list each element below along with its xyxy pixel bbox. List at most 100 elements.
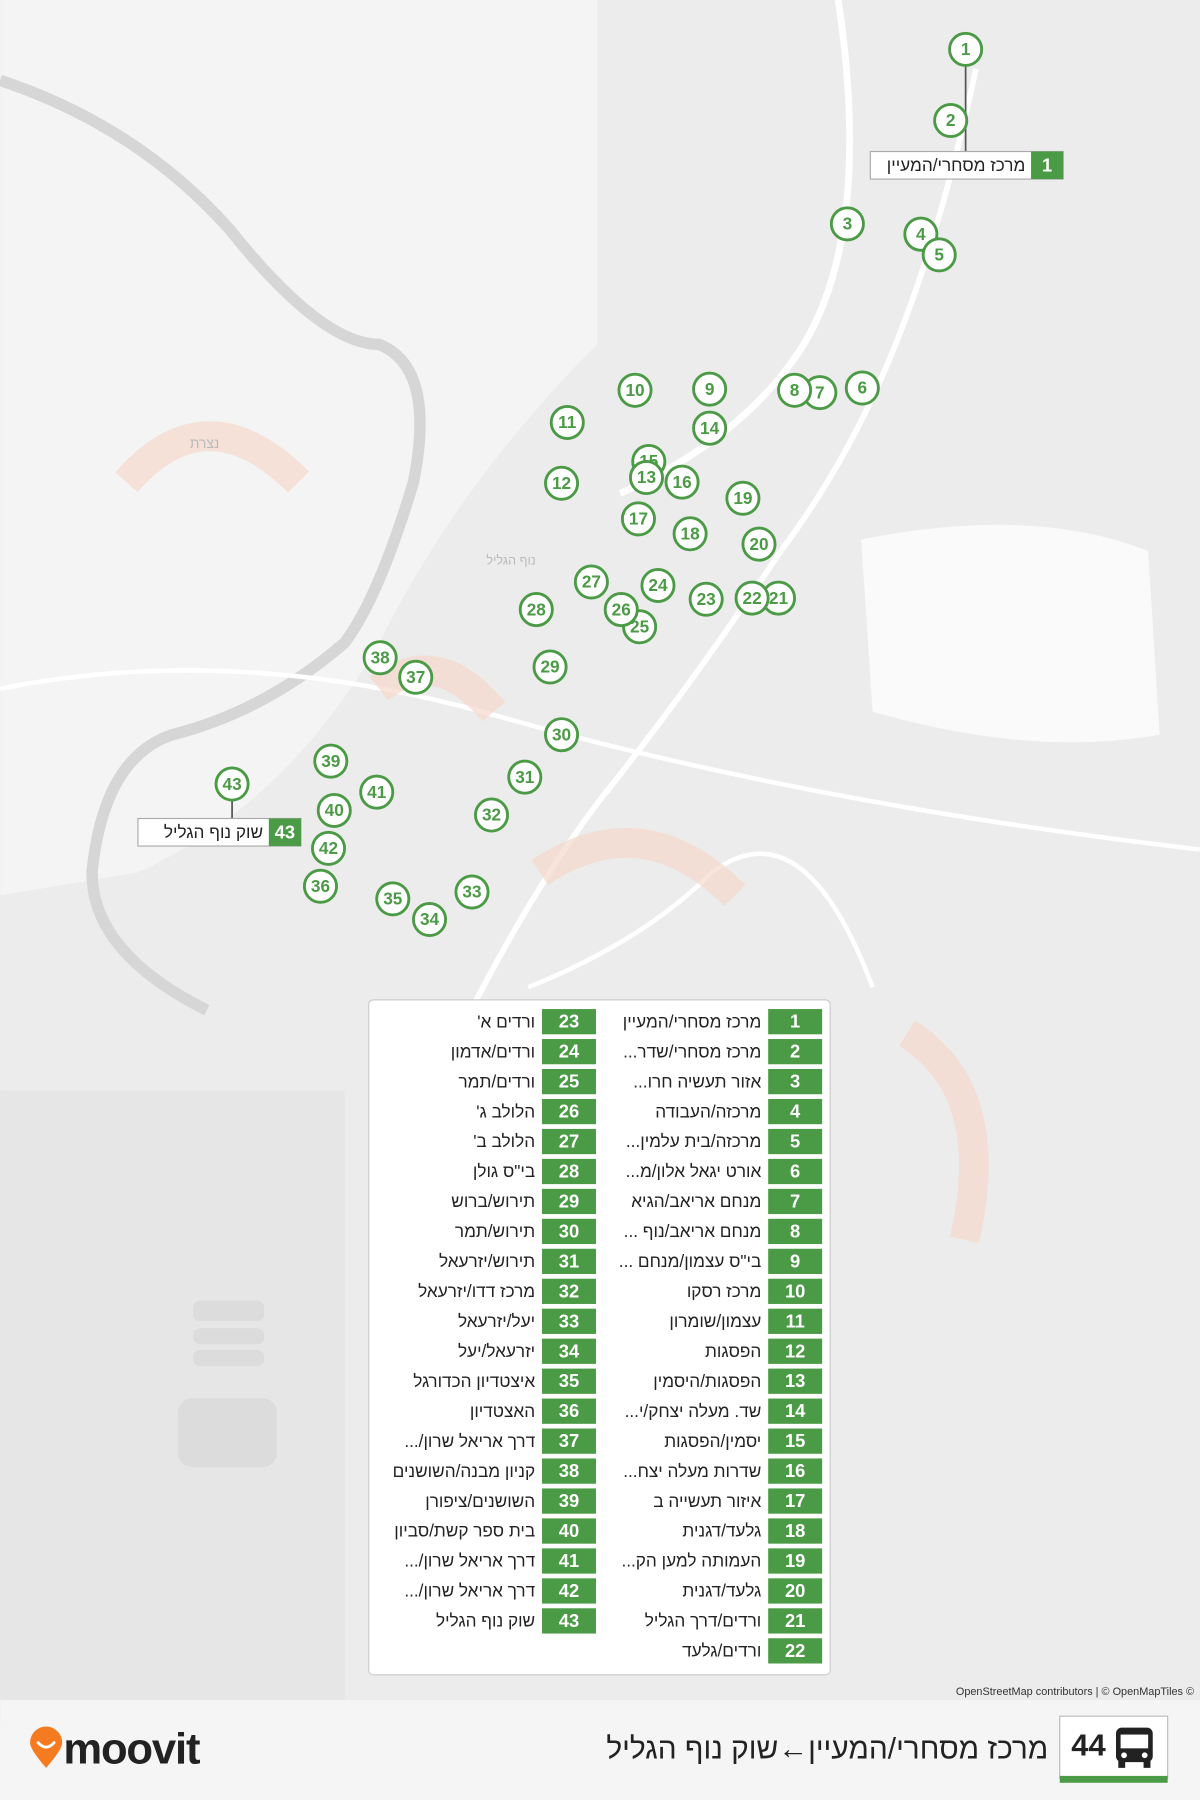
stop-badge <box>768 1218 823 1245</box>
stop-name: אורט יגאל אלון/מ... <box>626 1161 762 1181</box>
stop-circle <box>302 868 338 904</box>
stop-row: 19 העמותה למען הק... <box>621 1548 823 1574</box>
stop-name: מרכז מסחרי/המעיין <box>623 1011 762 1031</box>
stop-number: 32 <box>482 805 501 825</box>
stop-circle <box>362 640 398 676</box>
stop-marker: 33 <box>454 874 490 910</box>
brand: moovit <box>63 1725 200 1773</box>
stop-badge-number: 34 <box>559 1340 580 1361</box>
stop-badge-number: 8 <box>790 1220 800 1241</box>
stop-badge-number: 42 <box>559 1580 579 1601</box>
stop-badge <box>768 1278 823 1304</box>
stop-marker: 34 <box>412 902 448 938</box>
stop-row: 29 תירוש/ברוש <box>451 1188 596 1215</box>
stop-name: ורדים/דרך הגליל <box>645 1611 761 1631</box>
stop-badge <box>768 1428 823 1454</box>
stop-name: קניון מבנה/השושנים <box>393 1461 536 1481</box>
stop-number: 11 <box>558 412 577 432</box>
stop-row: 36 האצטדיון <box>470 1398 596 1424</box>
stop-row: 38 קניון מבנה/השושנים <box>393 1458 596 1484</box>
stop-badge-number: 12 <box>785 1340 805 1361</box>
stop-circle <box>507 759 543 795</box>
stop-name: מרכזה/בית עלמין... <box>626 1131 761 1151</box>
callout-number: 43 <box>275 821 295 842</box>
stop-badge <box>542 1218 596 1245</box>
stop-marker: 42 <box>311 830 347 866</box>
stop-circle <box>311 830 347 866</box>
stop-number: 13 <box>637 467 656 487</box>
stop-row: 20 גלעד/דגנית <box>682 1578 823 1604</box>
stop-badge <box>542 1368 596 1394</box>
stop-marker: 37 <box>398 659 434 695</box>
stop-badge <box>768 1518 823 1544</box>
stop-badge <box>542 1518 596 1544</box>
stop-name: גלעד/דגנית <box>682 1581 761 1601</box>
stop-badge-number: 4 <box>790 1101 801 1122</box>
callout-name: שוק נוף הגליל <box>164 822 263 842</box>
stop-circle <box>603 592 639 628</box>
stop-marker: 10 <box>617 372 653 408</box>
stop-row: 13 הפסגות/היסמין <box>653 1368 823 1394</box>
stop-circle <box>313 743 349 779</box>
stop-name: דרך אריאל שרון/... <box>404 1551 535 1571</box>
stop-badge <box>768 1578 823 1604</box>
stop-number: 19 <box>733 488 752 508</box>
stop-name: איצטדיון הכדורגל <box>413 1371 535 1391</box>
stop-number: 40 <box>325 800 344 820</box>
stop-badge <box>768 1068 823 1095</box>
stop-circle <box>688 581 724 617</box>
stop-row: 27 הלולב ב' <box>473 1128 596 1155</box>
stop-marker: 8 <box>777 372 813 408</box>
stop-name: שדרות מעלה יצח... <box>623 1461 761 1481</box>
stop-number: 12 <box>552 473 571 493</box>
stop-circle <box>375 881 411 917</box>
stop-badge-number: 25 <box>559 1071 579 1092</box>
stop-marker: 40 <box>316 792 352 828</box>
stop-row: 32 מרכז דדו/יזרעאל <box>418 1278 596 1304</box>
stop-badge <box>542 1578 596 1604</box>
stop-number: 5 <box>934 245 944 265</box>
stop-name: מנחם אריאב/הגיא <box>631 1191 761 1211</box>
stop-marker: 19 <box>725 480 761 516</box>
stop-marker: 5 <box>921 237 957 273</box>
stop-badge <box>768 1638 823 1664</box>
stop-number: 37 <box>406 667 425 687</box>
stop-marker: 23 <box>688 581 724 617</box>
callout-number: 1 <box>1042 154 1052 175</box>
stop-row: 40 בית ספר קשת/סביון <box>394 1518 596 1544</box>
stop-circle <box>628 460 664 496</box>
stop-name: מרכז רסקו <box>687 1281 761 1301</box>
stop-badge <box>768 1188 823 1215</box>
stop-name: יזרעאל/יעל <box>458 1341 535 1361</box>
stop-marker: 9 <box>692 371 728 407</box>
stop-row: 1 מרכז מסחרי/המעיין <box>623 1009 823 1035</box>
stop-badge <box>542 1248 596 1275</box>
stop-circle <box>620 501 656 537</box>
stop-number: 7 <box>815 382 825 402</box>
stop-name: יעל/יזרעאל <box>458 1311 535 1331</box>
callout-name: מרכז מסחרי/המעיין <box>887 155 1026 175</box>
stop-name: ורדים/אדמון <box>451 1041 535 1061</box>
stop-name: אזור תעשיה חרו... <box>633 1071 761 1091</box>
stop-badge <box>768 1548 823 1574</box>
stop-list-panel <box>368 999 831 1676</box>
stop-badge <box>768 1158 823 1185</box>
stop-name: דרך אריאל שרון/... <box>404 1581 535 1601</box>
stop-marker: 11 <box>549 404 585 440</box>
stop-circle <box>474 797 510 833</box>
stop-marker: 1 <box>948 31 984 67</box>
stop-badge-number: 40 <box>559 1520 579 1541</box>
stop-marker: 29 <box>532 649 568 685</box>
stop-badge-number: 27 <box>559 1131 579 1152</box>
stop-list: 1 מרכז מסחרי/המעיין 2 מרכז מסחרי/שדר... 3 אזו… <box>393 1009 823 1664</box>
stop-badge-number: 13 <box>785 1370 805 1391</box>
stop-badge-number: 3 <box>790 1071 800 1092</box>
stop-marker: 36 <box>302 868 338 904</box>
stop-circle <box>672 516 708 552</box>
stop-circle <box>532 649 568 685</box>
stop-marker: 26 <box>603 592 639 628</box>
stop-circle <box>398 659 434 695</box>
stop-row: 23 ורדים א' <box>477 1009 596 1035</box>
stop-number: 38 <box>371 647 391 667</box>
stop-number: 39 <box>321 751 340 771</box>
